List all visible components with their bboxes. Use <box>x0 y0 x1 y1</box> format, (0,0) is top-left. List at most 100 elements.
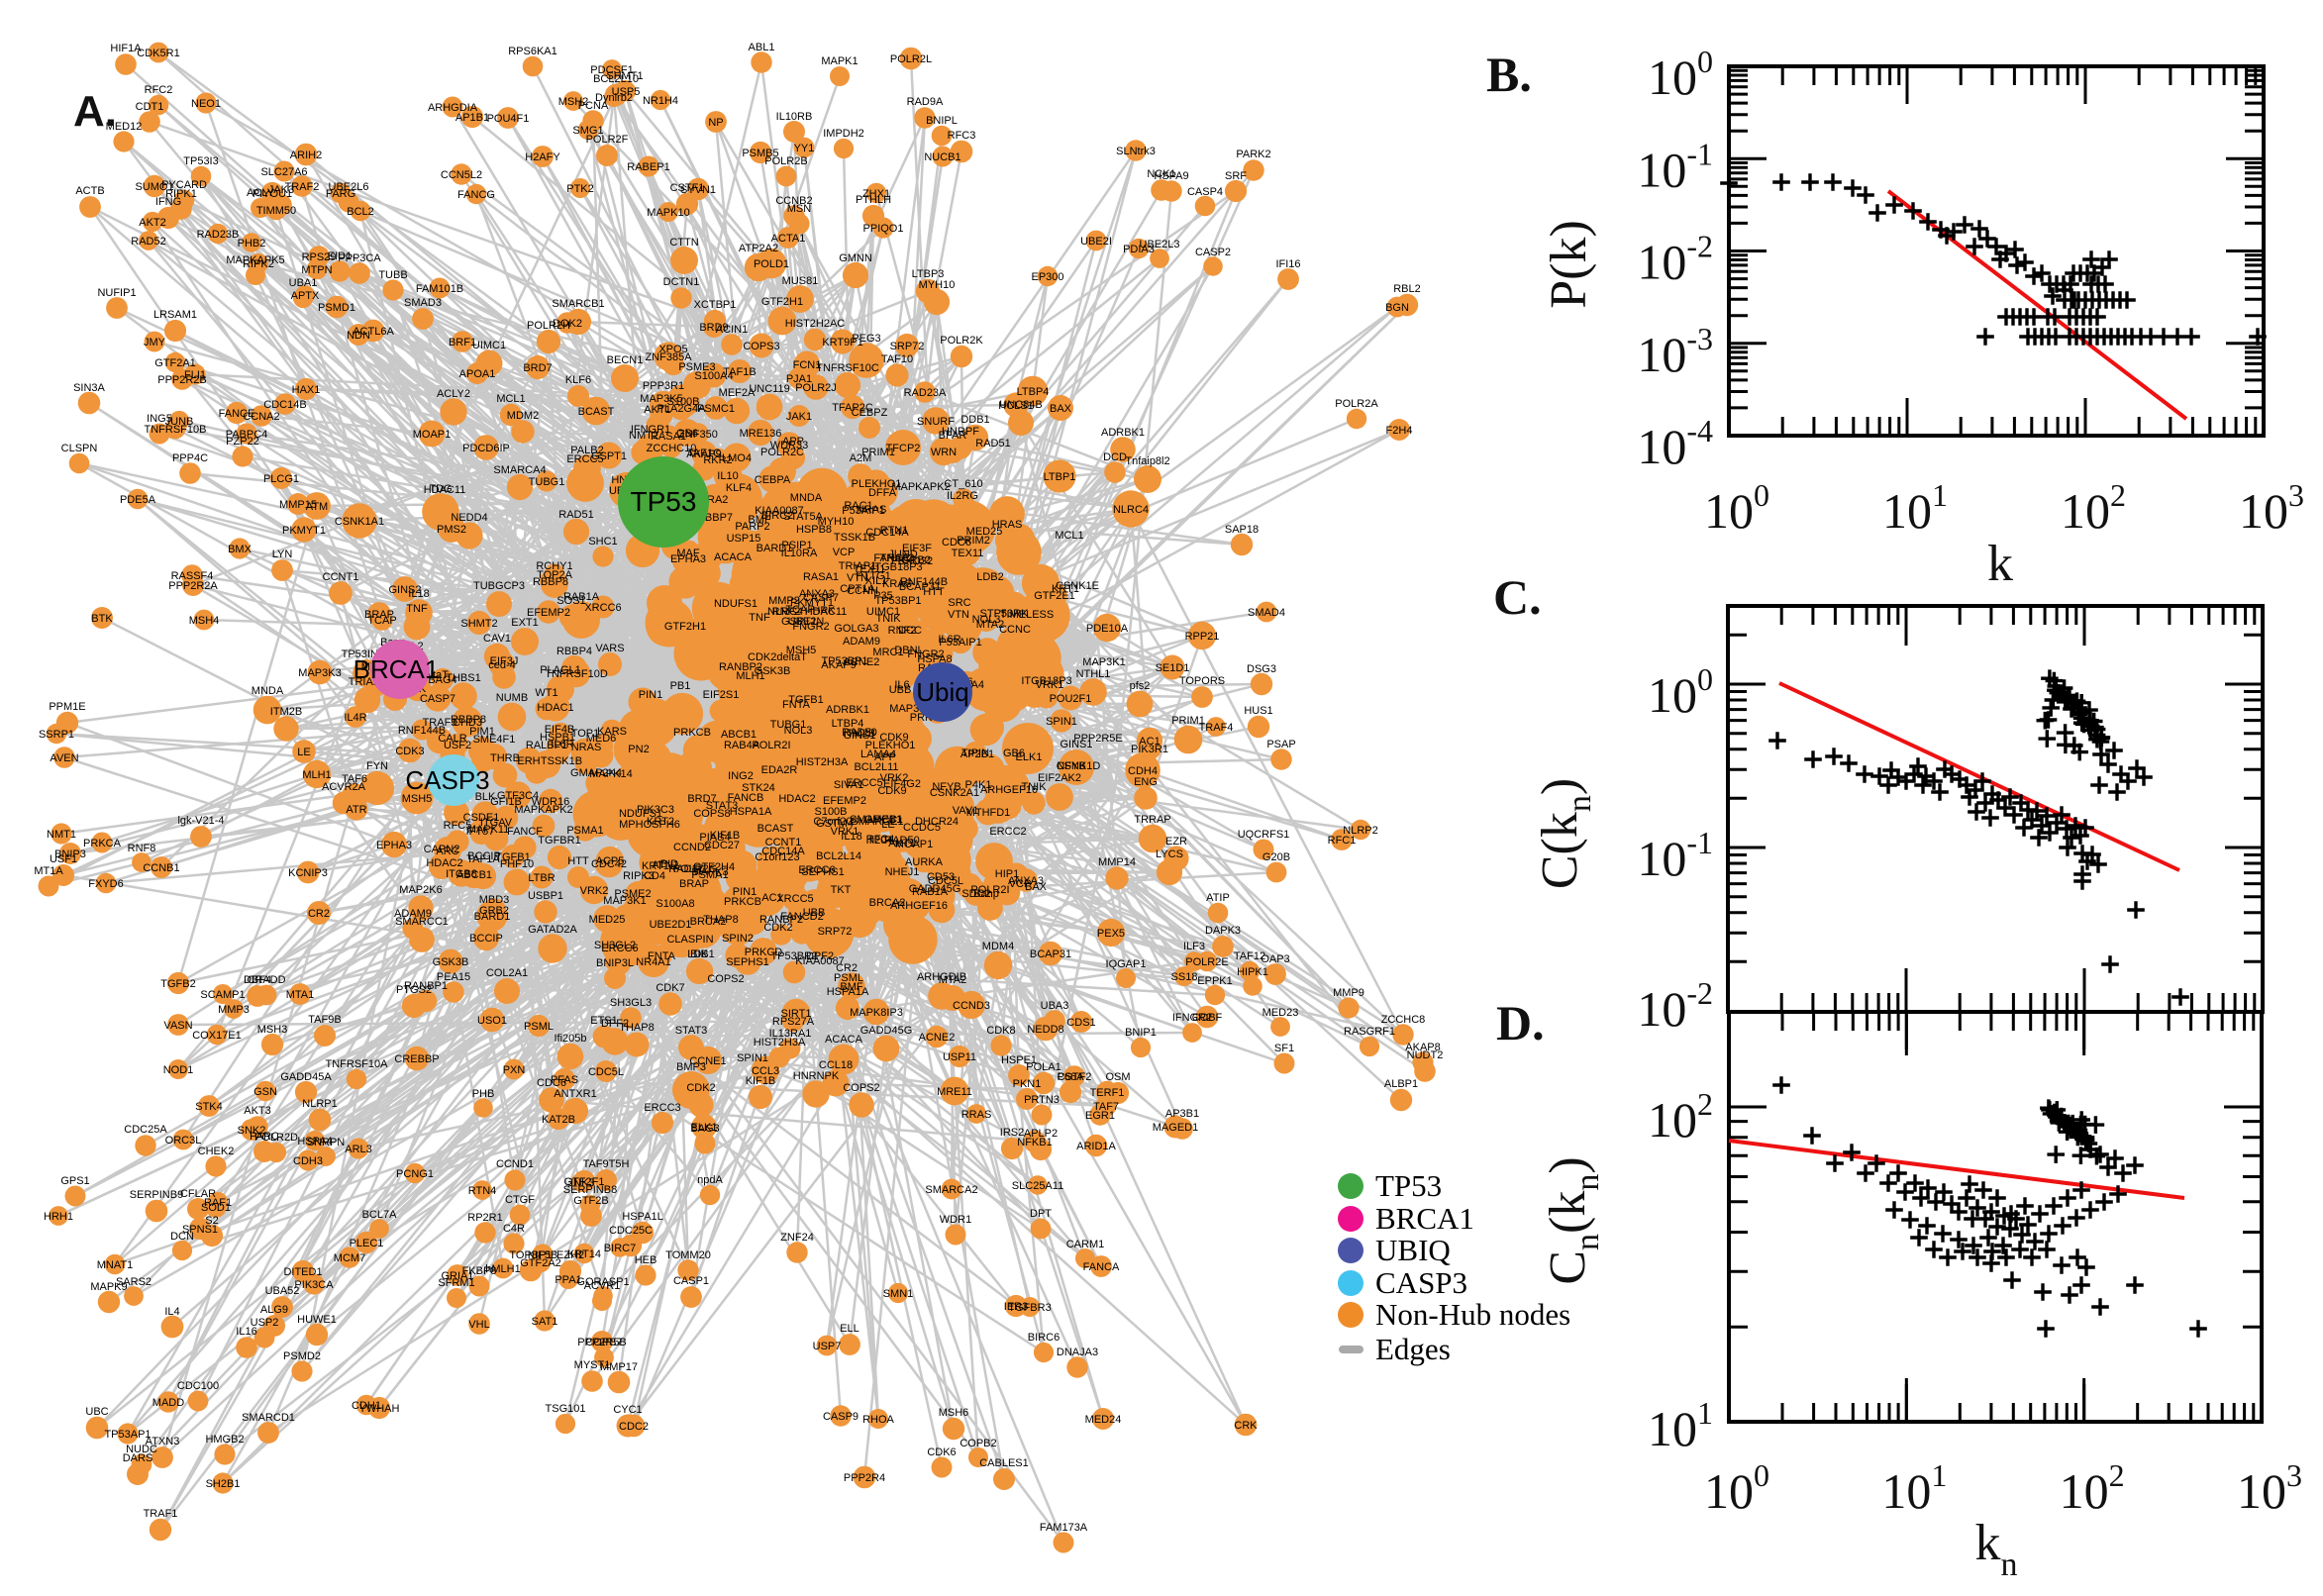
svg-text:PSMD2: PSMD2 <box>283 1350 321 1362</box>
svg-text:ACVR2A: ACVR2A <box>322 781 366 793</box>
svg-text:IL4R: IL4R <box>344 712 366 724</box>
svg-text:TKT: TKT <box>831 884 852 896</box>
svg-text:POLR2L: POLR2L <box>890 53 932 65</box>
svg-text:GORASP1: GORASP1 <box>576 1276 629 1288</box>
svg-text:BGN: BGN <box>1385 302 1409 314</box>
svg-text:PDIA3: PDIA3 <box>1123 244 1155 255</box>
svg-text:HEB: HEB <box>635 1254 657 1266</box>
svg-text:ZCCHC10: ZCCHC10 <box>647 443 697 454</box>
svg-text:MSH6: MSH6 <box>939 1407 969 1419</box>
svg-text:HTT: HTT <box>567 855 589 867</box>
svg-text:IRS2: IRS2 <box>1000 1127 1024 1139</box>
svg-text:MUS81: MUS81 <box>782 275 819 287</box>
svg-text:ced-4: ced-4 <box>488 659 516 671</box>
svg-text:RKR2: RKR2 <box>703 454 732 466</box>
svg-text:USO1: USO1 <box>477 1015 507 1027</box>
svg-text:DSG3: DSG3 <box>1247 663 1276 675</box>
svg-text:GTF2A1: GTF2A1 <box>154 357 196 369</box>
svg-text:PDE5A: PDE5A <box>120 494 156 506</box>
svg-text:COPS2: COPS2 <box>843 1082 879 1094</box>
svg-text:MNDA: MNDA <box>252 685 284 697</box>
svg-text:NUCB1: NUCB1 <box>924 151 960 163</box>
svg-text:ABL1: ABL1 <box>749 42 775 53</box>
svg-text:CDC14B: CDC14B <box>263 399 306 411</box>
svg-text:KLF6: KLF6 <box>565 374 591 386</box>
svg-text:MNAT1: MNAT1 <box>97 1259 133 1271</box>
svg-text:RAD23A: RAD23A <box>904 387 947 399</box>
svg-text:ACLY: ACLY <box>247 187 275 199</box>
svg-text:HNRPF: HNRPF <box>942 426 979 438</box>
svg-text:H2AFY: H2AFY <box>525 151 560 163</box>
svg-text:FAM173A: FAM173A <box>1040 1522 1088 1534</box>
svg-text:IL10RB: IL10RB <box>776 111 813 123</box>
svg-text:RRAS: RRAS <box>961 1109 992 1121</box>
svg-text:BARD1: BARD1 <box>474 911 511 923</box>
svg-text:MED25: MED25 <box>589 914 626 926</box>
svg-text:DCTN1: DCTN1 <box>663 276 700 288</box>
svg-text:BCL2L10: BCL2L10 <box>593 73 639 85</box>
svg-text:UIMC1: UIMC1 <box>472 340 506 351</box>
svg-text:PALB2: PALB2 <box>570 445 603 456</box>
svg-text:AVEN: AVEN <box>50 752 78 764</box>
svg-text:ZNF385A: ZNF385A <box>645 351 692 363</box>
svg-text:PCNG1: PCNG1 <box>396 1168 434 1180</box>
svg-text:ALG9: ALG9 <box>260 1304 288 1316</box>
svg-text:CYC1: CYC1 <box>613 1404 642 1416</box>
svg-text:ERCC3: ERCC3 <box>644 1102 680 1114</box>
svg-text:GPS1: GPS1 <box>60 1175 89 1187</box>
svg-text:NMT1: NMT1 <box>47 829 76 841</box>
svg-text:MCM7: MCM7 <box>334 1252 365 1264</box>
svg-text:CREBBP: CREBBP <box>394 1053 439 1065</box>
svg-text:TUBB: TUBB <box>378 269 407 281</box>
svg-text:CABLES1: CABLES1 <box>979 1457 1029 1469</box>
svg-text:SMARCB1: SMARCB1 <box>552 298 604 310</box>
svg-text:FANCA: FANCA <box>1083 1261 1120 1273</box>
svg-text:ARHGDIA: ARHGDIA <box>428 102 478 114</box>
svg-text:PPP4C: PPP4C <box>172 452 208 464</box>
svg-text:BNIP3: BNIP3 <box>54 848 86 860</box>
svg-text:PSMC1: PSMC1 <box>697 403 735 415</box>
svg-text:CAV1: CAV1 <box>483 633 511 645</box>
svg-text:CCNA2: CCNA2 <box>243 411 279 423</box>
svg-text:CDK3: CDK3 <box>395 746 424 757</box>
svg-text:LRSAM1: LRSAM1 <box>153 309 197 321</box>
svg-text:DDB1: DDB1 <box>960 414 989 426</box>
svg-text:IQGAP1: IQGAP1 <box>1106 958 1147 970</box>
svg-text:APOA1: APOA1 <box>459 368 496 380</box>
svg-text:RIPK2: RIPK2 <box>243 258 274 270</box>
svg-text:HNRNPK: HNRNPK <box>793 1070 840 1082</box>
svg-text:PFAS: PFAS <box>551 1074 578 1086</box>
svg-text:CDH1: CDH1 <box>352 1400 381 1412</box>
svg-text:CDK6: CDK6 <box>927 1446 956 1458</box>
svg-text:Ifi205b: Ifi205b <box>554 1033 586 1045</box>
svg-text:JMY: JMY <box>144 337 166 349</box>
svg-text:PKN1: PKN1 <box>1013 1078 1042 1090</box>
svg-text:ZHX1: ZHX1 <box>862 188 890 200</box>
svg-text:RPP21: RPP21 <box>1185 631 1220 643</box>
svg-text:NEDD8: NEDD8 <box>1027 1024 1063 1036</box>
svg-text:ACNE2: ACNE2 <box>919 1032 956 1044</box>
svg-text:LTBR: LTBR <box>528 872 555 884</box>
svg-text:S100A8: S100A8 <box>656 898 694 910</box>
svg-text:ILF3: ILF3 <box>1183 941 1205 952</box>
svg-text:PCNA: PCNA <box>578 100 609 112</box>
svg-text:SIRT1: SIRT1 <box>781 1008 812 1020</box>
svg-text:NP: NP <box>708 117 723 129</box>
svg-text:CASP4: CASP4 <box>1187 186 1223 198</box>
svg-text:PPP3CA: PPP3CA <box>338 252 381 264</box>
svg-text:HDAC1: HDAC1 <box>537 702 573 714</box>
svg-text:TGFB2: TGFB2 <box>160 978 195 990</box>
svg-text:CDT1: CDT1 <box>136 101 164 113</box>
svg-text:NR4A1: NR4A1 <box>636 956 670 968</box>
svg-text:TNFRSF10B: TNFRSF10B <box>145 424 207 436</box>
svg-text:SOD1: SOD1 <box>201 1202 231 1214</box>
svg-text:TNF: TNF <box>406 603 428 615</box>
svg-text:IL4: IL4 <box>164 1306 179 1318</box>
svg-text:ITM2B: ITM2B <box>270 706 302 718</box>
svg-text:WDR33: WDR33 <box>770 440 809 451</box>
svg-text:WDR16: WDR16 <box>532 796 570 808</box>
svg-text:MED6: MED6 <box>586 733 617 745</box>
svg-text:SIN3A: SIN3A <box>73 382 105 394</box>
svg-text:MT1A: MT1A <box>34 865 63 877</box>
svg-text:TAF9T5H: TAF9T5H <box>583 1158 630 1170</box>
